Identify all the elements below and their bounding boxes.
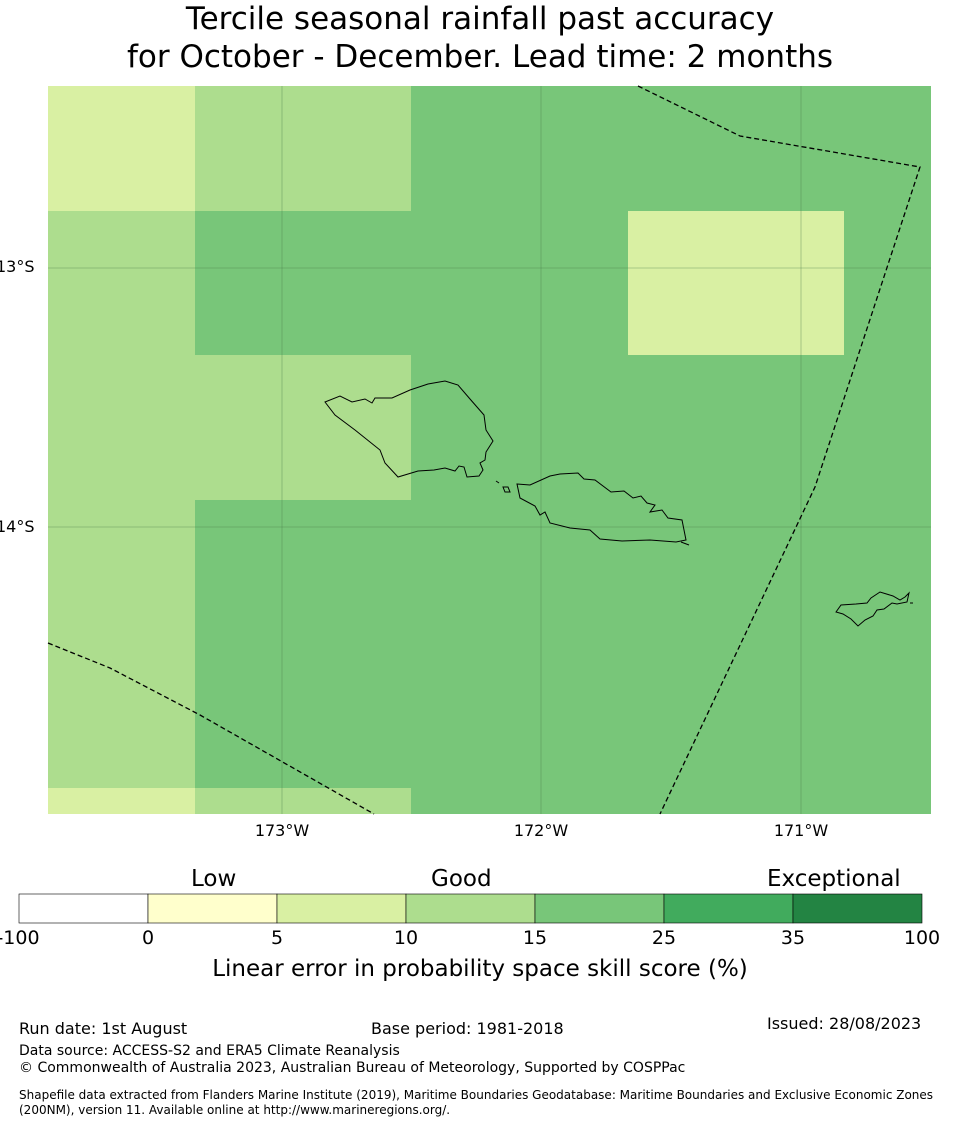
grid-cell [195, 86, 411, 211]
colorbar-segment [663, 893, 794, 924]
colorbar-tick: 10 [393, 927, 419, 949]
eez-boundary-northeast [637, 85, 921, 815]
apolima-islet [502, 486, 511, 493]
colorbar-tick: 25 [651, 927, 677, 949]
skill-grid-cells [48, 86, 931, 814]
colorbar-segment [276, 893, 407, 924]
lon-label-173w: 173°W [254, 821, 310, 840]
maritime-boundaries [47, 85, 921, 815]
grid-cell [628, 211, 844, 355]
lon-label-171w: 171°W [773, 821, 829, 840]
manono-islet [495, 480, 500, 484]
colorbar-tick: -100 [0, 927, 40, 949]
lat-label-13s: 13°S [0, 257, 35, 276]
run-date: Run date: 1st August [19, 1019, 188, 1038]
colorbar-tick: 35 [780, 927, 806, 949]
colorbar-tick: 5 [270, 927, 284, 949]
colorbar-segment [147, 893, 278, 924]
colorbar-category-exceptional: Exceptional [767, 866, 901, 892]
colorbar-category-good: Good [431, 866, 492, 892]
issued-date: Issued: 28/08/2023 [767, 1014, 922, 1033]
colorbar-segment [534, 893, 665, 924]
colorbar-segment [18, 893, 149, 924]
islands [324, 380, 913, 627]
lat-label-14s: 14°S [0, 517, 35, 536]
data-source: Data source: ACCESS-S2 and ERA5 Climate … [19, 1043, 400, 1059]
colorbar-tick: 100 [903, 927, 941, 949]
upolu-island [516, 472, 687, 543]
tutuila-island [835, 591, 910, 627]
map-title-line-1: Tercile seasonal rainfall past accuracy [185, 1, 775, 37]
grid-cell [48, 788, 195, 814]
upolu-east-tip [680, 541, 690, 546]
grid-cell [48, 86, 195, 211]
eez-boundary-southwest [47, 642, 375, 815]
colorbar-label: Linear error in probability space skill … [212, 956, 748, 982]
colorbar-tick: 0 [141, 927, 155, 949]
savaii-island [324, 380, 494, 478]
base-period: Base period: 1981-2018 [371, 1019, 564, 1038]
grid-cell [195, 355, 411, 500]
colorbar [18, 893, 923, 924]
colorbar-segment [792, 893, 923, 924]
lon-label-172w: 172°W [513, 821, 569, 840]
colorbar-category-low: Low [191, 866, 237, 892]
colorbar-segment [405, 893, 536, 924]
grid-cell [48, 211, 195, 788]
shapefile-credit: Shapefile data extracted from Flanders M… [19, 1088, 934, 1117]
colorbar-tick: 15 [522, 927, 548, 949]
skill-map [18, 85, 931, 924]
copyright-notice: © Commonwealth of Australia 2023, Austra… [19, 1060, 686, 1076]
gridlines [48, 86, 931, 814]
grid-cell [195, 788, 411, 814]
map-title-line-2: for October - December. Lead time: 2 mon… [126, 39, 834, 75]
